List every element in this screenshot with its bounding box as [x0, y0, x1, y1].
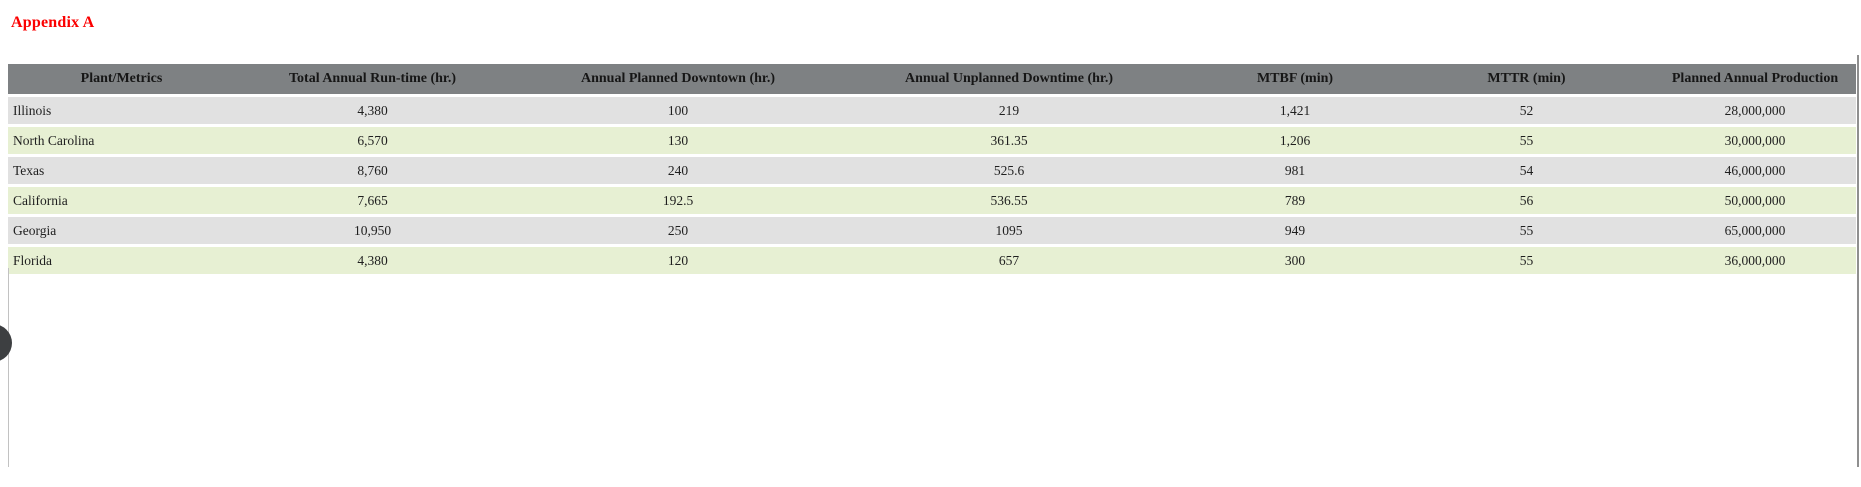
page-title: Appendix A [11, 14, 95, 31]
table-row: Georgia 10,950 250 1095 949 55 65,000,000 [8, 217, 1856, 244]
value-cell: 120 [667, 253, 689, 268]
column-header: MTTR (min) [1487, 71, 1566, 86]
plant-name-cell: Texas [13, 163, 45, 178]
plant-name-cell: North Carolina [13, 133, 95, 148]
value-cell: 4,380 [357, 103, 388, 118]
value-cell: 300 [1284, 253, 1306, 268]
column-header: Plant/Metrics [80, 71, 163, 86]
value-cell: 30,000,000 [1724, 133, 1786, 148]
value-cell: 52 [1519, 103, 1534, 118]
table-row: Florida 4,380 120 657 300 55 36,000,000 [8, 247, 1856, 274]
value-cell: 130 [667, 133, 689, 148]
value-cell: 50,000,000 [1724, 193, 1786, 208]
appendix-table-container: Plant/Metrics Total Annual Run-time (hr.)… [8, 64, 1856, 277]
value-cell: 536.55 [990, 193, 1028, 208]
value-cell: 100 [667, 103, 689, 118]
table-body: Illinois 4,380 100 219 1,421 52 28,000,000 Nort… [8, 97, 1856, 274]
column-header: Annual Unplanned Downtime (hr.) [905, 71, 1113, 86]
value-cell: 250 [667, 223, 689, 238]
value-cell: 28,000,000 [1724, 103, 1786, 118]
value-cell: 7,665 [357, 193, 388, 208]
value-cell: 219 [998, 103, 1020, 118]
value-cell: 525.6 [993, 163, 1025, 178]
value-cell: 46,000,000 [1724, 163, 1786, 178]
value-cell: 361.35 [990, 133, 1028, 148]
plant-name-cell: Illinois [13, 103, 52, 118]
appendix-table: Plant/Metrics Total Annual Run-time (hr.)… [8, 64, 1856, 274]
value-cell: 981 [1284, 163, 1306, 178]
edge-handle-button[interactable] [0, 324, 12, 362]
value-cell: 789 [1284, 193, 1306, 208]
column-header: Total Annual Run-time (hr.) [288, 71, 456, 86]
value-cell: 657 [998, 253, 1020, 268]
left-margin-line [8, 268, 9, 467]
value-cell: 55 [1519, 253, 1534, 268]
value-cell: 36,000,000 [1724, 253, 1786, 268]
table-row: Illinois 4,380 100 219 1,421 52 28,000,000 [8, 97, 1856, 124]
column-header: Annual Planned Downtown (hr.) [581, 71, 775, 86]
column-header: MTBF (min) [1256, 71, 1334, 86]
column-header: Planned Annual Production [1671, 71, 1839, 86]
value-cell: 1,206 [1279, 133, 1311, 148]
value-cell: 55 [1519, 223, 1534, 238]
value-cell: 54 [1519, 163, 1534, 178]
value-cell: 6,570 [357, 133, 388, 148]
value-cell: 1095 [995, 223, 1023, 238]
plant-name-cell: Florida [13, 253, 52, 268]
plant-name-cell: California [13, 193, 68, 208]
value-cell: 65,000,000 [1724, 223, 1786, 238]
value-cell: 10,950 [353, 223, 392, 238]
value-cell: 55 [1519, 133, 1534, 148]
table-row: Texas 8,760 240 525.6 981 54 46,000,000 [8, 157, 1856, 184]
value-cell: 240 [667, 163, 689, 178]
table-header-row: Plant/Metrics Total Annual Run-time (hr.)… [8, 64, 1856, 94]
right-page-edge-line [1857, 55, 1859, 467]
value-cell: 56 [1519, 193, 1534, 208]
table-row: California 7,665 192.5 536.55 789 56 50,000,00… [8, 187, 1856, 214]
plant-name-cell: Georgia [13, 223, 57, 238]
value-cell: 192.5 [662, 193, 694, 208]
value-cell: 4,380 [357, 253, 388, 268]
value-cell: 949 [1284, 223, 1306, 238]
table-row: North Carolina 6,570 130 361.35 1,206 55 30,00… [8, 127, 1856, 154]
value-cell: 1,421 [1279, 103, 1311, 118]
value-cell: 8,760 [357, 163, 388, 178]
